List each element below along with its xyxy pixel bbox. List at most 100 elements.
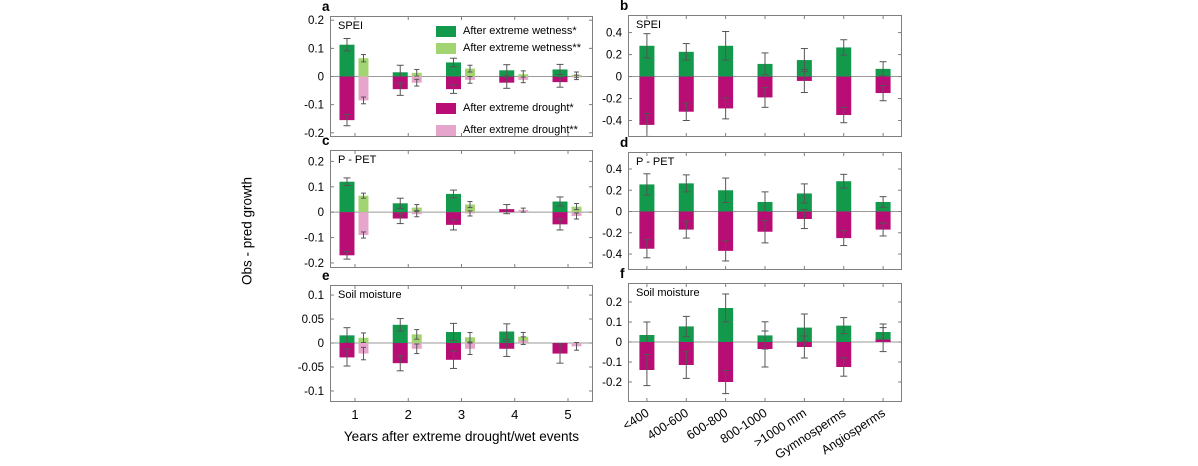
x-axis-label-left: Years after extreme drought/wet events <box>343 429 580 444</box>
y-tick-label: 0.4 <box>606 28 623 40</box>
panel-a-letter: a <box>322 0 330 14</box>
panel-a: 0.2 0.1 0 -0.1 -0.2 a SPEI After extreme wet… <box>304 0 593 140</box>
bar <box>552 201 568 213</box>
y-tick-label: -0.1 <box>304 233 324 245</box>
panel-f-plot: 0.20.10-0.1-0.2<400400-600600-800800-100… <box>602 283 902 462</box>
legend-label-wetness-sig: After extreme wetness* <box>463 25 577 37</box>
legend-label-wetness-nonsig: After extreme wetness** <box>463 42 581 54</box>
panel-c-plot: 0.2 0.1 0 -0.1 -0.2 <box>304 150 593 270</box>
legend-entry-wetness-nonsig: After extreme wetness** <box>436 42 581 54</box>
y-tick-label: 0.4 <box>606 164 623 176</box>
bar <box>358 212 369 236</box>
bar <box>875 76 891 94</box>
bar <box>836 47 852 77</box>
y-tick-label: -0.4 <box>602 249 622 261</box>
bar <box>358 58 369 77</box>
panel-c: 0.2 0.1 0 -0.1 -0.2 c P - PET <box>304 133 593 270</box>
bar <box>446 212 461 225</box>
bar <box>639 211 655 249</box>
y-tick-label: -0.2 <box>602 377 622 389</box>
bar <box>339 44 355 77</box>
bar <box>718 76 734 109</box>
legend-swatch-wetness-sig <box>436 25 456 37</box>
bar <box>392 324 408 344</box>
y-tick-label: 0.05 <box>302 314 324 326</box>
bar <box>718 342 734 382</box>
panel-c-title: P - PET <box>338 154 377 166</box>
bar <box>339 212 355 256</box>
panel-f: 0.2 0.1 0 -0.1 -0.2 <400 400-600 600-800 800-100… <box>602 266 902 462</box>
x-tick-label: 400-600 <box>645 406 691 443</box>
panel-a-plot: 0.2 0.1 0 -0.1 -0.2 <box>304 15 593 140</box>
legend-swatch-wetness-nonsig <box>436 42 456 54</box>
bar <box>552 212 568 225</box>
y-tick-label: -0.1 <box>304 386 324 398</box>
y-tick-label: 0.2 <box>606 185 622 197</box>
y-tick-label: -0.2 <box>602 228 622 240</box>
y-tick-label: 0.2 <box>308 15 324 27</box>
panel-d-plot: 0.4 0.2 0 -0.2 -0.4 <box>602 152 902 270</box>
legend-entry-wetness-sig: After extreme wetness* <box>436 25 577 37</box>
y-tick-label: -0.2 <box>304 258 324 270</box>
panel-e: 0.1 0.05 0 -0.05 -0.1 1 2 3 4 5 e Soil moisture <box>298 268 593 422</box>
x-tick-label: 4 <box>511 407 518 422</box>
bar <box>639 76 655 125</box>
bar <box>836 211 852 239</box>
bar <box>718 211 734 251</box>
y-tick-label: -0.1 <box>304 100 324 112</box>
bar <box>836 181 852 212</box>
panel-e-plot: 0.1 0.05 0 -0.05 -0.1 1 2 3 4 5 <box>298 285 593 422</box>
y-tick-label: 0 <box>616 207 622 219</box>
x-tick-label: 5 <box>564 407 571 422</box>
bar <box>718 45 734 77</box>
panel-a-title: SPEI <box>338 20 364 32</box>
bar <box>392 343 408 364</box>
bar <box>358 76 369 101</box>
bar <box>446 62 461 77</box>
panel-b-plot: 0.4 0.2 0 -0.2 -0.4 <box>602 15 902 137</box>
bar <box>339 181 355 213</box>
bar <box>836 342 852 367</box>
y-tick-label: 0 <box>318 207 324 219</box>
legend-entry-drought-nonsig: After extreme drought** <box>436 124 578 136</box>
y-tick-label: 0.1 <box>308 43 324 55</box>
y-tick-label: 0.2 <box>308 156 324 168</box>
panel-b-title: SPEI <box>636 19 662 31</box>
y-tick-label: 0.1 <box>606 317 622 329</box>
bar <box>639 184 655 212</box>
panel-c-letter: c <box>322 133 330 148</box>
panel-e-letter: e <box>322 268 330 283</box>
y-tick-label: -0.1 <box>602 357 622 369</box>
legend-swatch-drought-sig <box>436 102 456 114</box>
bar <box>757 76 773 98</box>
x-tick-label: 1 <box>351 407 358 422</box>
bar <box>465 68 475 77</box>
y-tick-label: 0 <box>318 338 324 350</box>
y-tick-label: 0 <box>616 72 622 84</box>
panel-f-letter: f <box>620 266 625 281</box>
bar <box>678 51 694 77</box>
y-tick-label: 0 <box>318 72 324 84</box>
bar <box>446 193 461 213</box>
y-tick-label: -0.2 <box>602 94 622 106</box>
y-tick-label: -0.4 <box>602 116 622 128</box>
panel-b-letter: b <box>620 0 629 13</box>
bar <box>639 45 655 77</box>
legend-entry-drought-sig: After extreme drought* <box>436 102 574 114</box>
panel-f-title: Soil moisture <box>636 287 700 299</box>
panel-e-title: Soil moisture <box>338 289 402 301</box>
panel-d: 0.4 0.2 0 -0.2 -0.4 d P - PET <box>602 135 902 270</box>
bar <box>465 204 475 213</box>
bar <box>718 308 734 342</box>
panel-b: 0.4 0.2 0 -0.2 -0.4 b SPEI <box>602 0 902 137</box>
bar <box>358 195 369 213</box>
y-tick-label: 0.2 <box>606 50 622 62</box>
bar <box>446 76 461 90</box>
y-axis-label: Obs - pred growth <box>239 176 255 286</box>
bar <box>875 211 891 230</box>
panel-d-title: P - PET <box>636 156 675 168</box>
bar <box>678 76 694 112</box>
bar <box>678 211 694 230</box>
y-tick-label: 0.2 <box>606 297 622 309</box>
